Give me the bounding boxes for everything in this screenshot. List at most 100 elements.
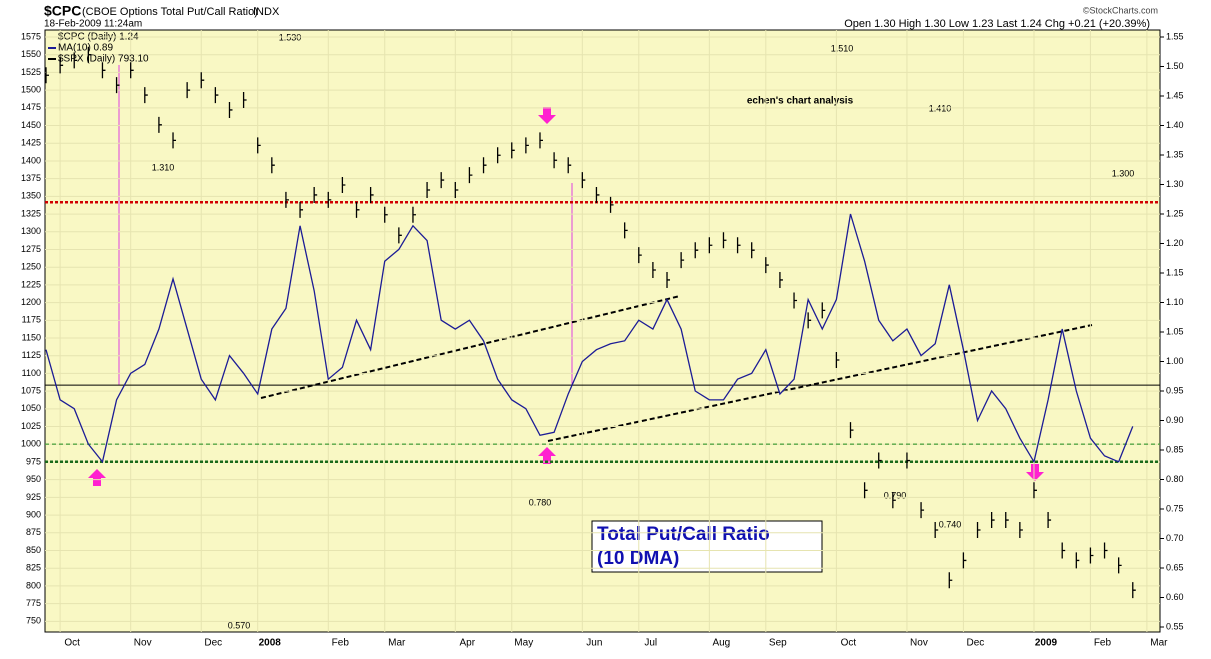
price-bar — [751, 242, 755, 259]
y-tick-label: 875 — [26, 527, 41, 537]
x-tick-label: Jul — [644, 638, 657, 649]
price-bar — [299, 201, 304, 218]
price-bar — [200, 72, 205, 89]
y-tick-label: 975 — [26, 456, 41, 466]
x-tick-label: Apr — [460, 638, 476, 649]
y-tick-label: 950 — [26, 474, 41, 484]
x-tick-label: Sep — [769, 638, 787, 649]
price-bar — [553, 152, 558, 169]
price-bar — [242, 92, 247, 109]
price-bar — [722, 232, 727, 249]
y-tick-label: 1450 — [21, 120, 41, 130]
price-bar — [101, 62, 106, 79]
price-bar — [285, 191, 289, 208]
y2-tick-label: 0.85 — [1166, 444, 1184, 454]
price-bar — [59, 57, 64, 74]
y-tick-label: 1525 — [21, 67, 41, 77]
price-bar — [271, 157, 275, 174]
text-box — [591, 520, 823, 573]
y-tick-label: 1575 — [21, 31, 41, 41]
y2-tick-label: 0.55 — [1166, 621, 1184, 631]
legend-entry: $SPX (Daily) 793.10 — [58, 54, 149, 65]
annotation: 0.740 — [939, 519, 962, 529]
y-tick-label: 1325 — [21, 208, 41, 218]
y-tick-label: 825 — [26, 563, 41, 573]
y-tick-label: 1425 — [21, 138, 41, 148]
y-tick-label: 1225 — [21, 279, 41, 289]
x-tick-label: Nov — [134, 638, 152, 649]
y2-tick-label: 1.30 — [1166, 179, 1184, 189]
y-tick-label: 1175 — [22, 315, 41, 325]
price-bar — [765, 257, 769, 274]
price-bar — [87, 46, 92, 63]
price-bar — [920, 502, 925, 519]
price-bar — [525, 137, 529, 154]
price-bar — [1089, 547, 1094, 564]
price-bar — [821, 302, 826, 319]
price-bar — [779, 271, 783, 288]
price-bar — [468, 167, 473, 184]
price-bar — [73, 52, 78, 69]
annotation: 1.310 — [152, 162, 175, 172]
y-tick-label: 775 — [26, 598, 41, 608]
price-bar — [990, 512, 995, 529]
price-bar — [257, 137, 261, 154]
annotation: 0.790 — [884, 490, 907, 500]
price-bar — [793, 292, 798, 309]
price-bar — [680, 252, 685, 269]
price-bar — [666, 271, 671, 288]
price-bar — [878, 452, 882, 469]
price-bar — [638, 247, 642, 264]
price-bar — [934, 521, 939, 538]
x-tick-label: Aug — [712, 638, 730, 649]
annotation: 1.410 — [929, 103, 952, 113]
y-tick-label: 1250 — [21, 262, 41, 272]
annotation: 0.570 — [228, 620, 251, 630]
price-bar — [1033, 482, 1037, 499]
price-bar — [849, 422, 854, 439]
price-bar — [511, 142, 515, 159]
box-text: (10 DMA) — [597, 548, 679, 569]
quote: Open 1.30 High 1.30 Low 1.23 Last 1.24 C… — [844, 18, 1150, 30]
y-tick-label: 1150 — [22, 332, 41, 342]
date: 18-Feb-2009 11:24am — [44, 19, 142, 30]
x-tick-label: Dec — [967, 638, 985, 649]
price-bar — [115, 77, 120, 94]
price-bar — [539, 132, 543, 149]
arrows — [88, 107, 1044, 486]
annotation: 0.780 — [529, 497, 552, 507]
y-tick-label: 1125 — [22, 350, 41, 360]
y-tick-label: 1200 — [21, 297, 41, 307]
y2-tick-label: 1.10 — [1166, 297, 1184, 307]
y2-tick-label: 1.40 — [1166, 120, 1184, 130]
y2-tick-label: 1.35 — [1166, 149, 1184, 159]
y-tick-label: 850 — [26, 545, 41, 555]
y-tick-label: 1500 — [21, 84, 41, 94]
price-bar — [482, 157, 487, 174]
price-bar — [948, 572, 953, 589]
y-tick-label: 925 — [26, 492, 41, 502]
y2-tick-label: 1.55 — [1166, 31, 1184, 41]
y-tick-label: 1375 — [21, 173, 41, 183]
price-bar — [327, 191, 332, 208]
exchange: INDX — [253, 6, 280, 18]
legend-entry: MA(10) 0.89 — [58, 43, 113, 54]
price-bar — [172, 132, 177, 149]
price-bar — [355, 201, 360, 218]
price-bar — [412, 206, 416, 223]
x-tick-label: Oct — [64, 638, 80, 649]
box-text: Total Put/Call Ratio — [597, 524, 770, 545]
price-bar — [1061, 542, 1066, 559]
price-bar — [496, 147, 501, 164]
y-tick-label: 1275 — [21, 244, 41, 254]
price-bar — [228, 101, 233, 118]
y-tick-label: 1000 — [21, 439, 41, 449]
x-tick-label: Mar — [388, 638, 406, 649]
y2-tick-label: 0.80 — [1166, 474, 1184, 484]
ma-line — [45, 213, 1134, 464]
price-bar — [906, 452, 910, 469]
price-bar — [341, 177, 346, 194]
y-tick-label: 1475 — [21, 102, 41, 112]
annotation: echen's chart analysis — [747, 96, 854, 107]
